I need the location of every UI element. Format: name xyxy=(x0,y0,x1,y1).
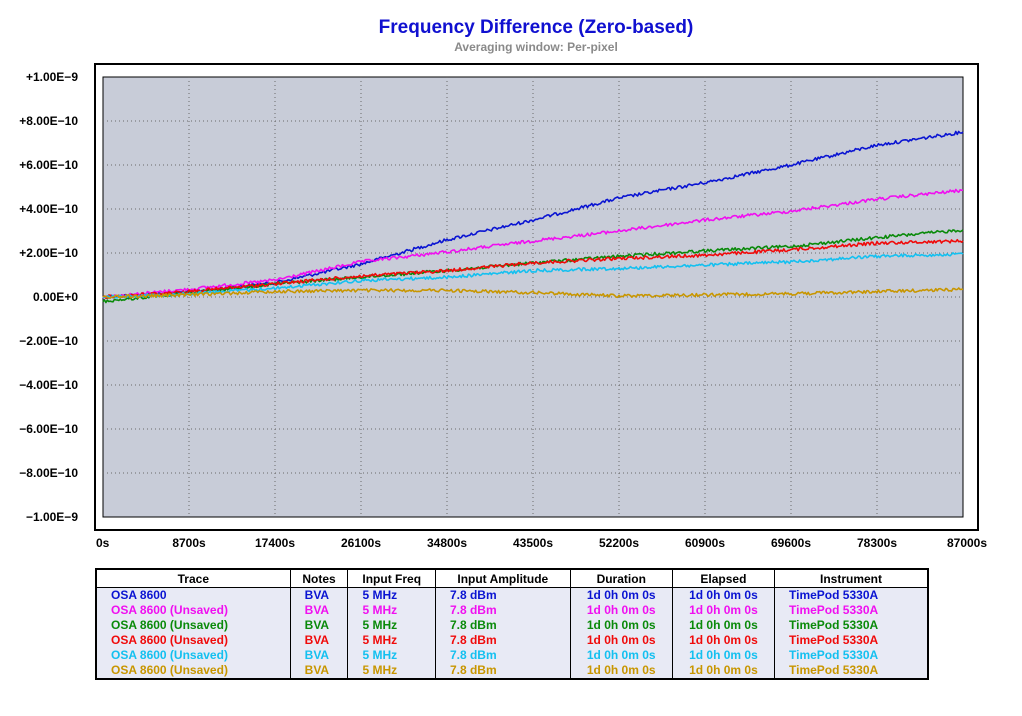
table-cell: 5 MHz xyxy=(347,587,436,603)
x-tick-label: 60900s xyxy=(685,536,725,550)
table-cell: TimePod 5330A xyxy=(774,633,929,648)
series-line-1 xyxy=(102,188,964,299)
table-cell: 5 MHz xyxy=(347,633,436,648)
table-row[interactable]: OSA 8600 BVA 5 MHz 7.8 dBm 1d 0h 0m 0s 1d 0h … xyxy=(95,587,929,603)
x-axis: 0s 8700s 17400s 26100s 34800s 43500s 52200s 609… xyxy=(96,536,987,550)
chart-canvas: +1.00E−9 +8.00E−10 +6.00E−10 +4.00E−10 +2.00… xyxy=(19,63,987,550)
chart-title: Frequency Difference (Zero-based) xyxy=(378,17,694,38)
table-row[interactable]: OSA 8600 (Unsaved) BVA 5 MHz 7.8 dBm 1d 0h 0… xyxy=(95,663,929,679)
chart-subtitle: Averaging window: Per-pixel xyxy=(454,40,618,54)
table-cell: 7.8 dBm xyxy=(434,618,571,633)
y-tick-label: −6.00E−10 xyxy=(19,422,78,436)
table-cell: 1d 0h 0m 0s xyxy=(671,633,776,648)
y-axis: +1.00E−9 +8.00E−10 +6.00E−10 +4.00E−10 +2.00… xyxy=(19,70,78,524)
table-cell: BVA xyxy=(289,633,349,648)
table-cell: 1d 0h 0m 0s xyxy=(671,618,776,633)
table-cell: BVA xyxy=(289,648,349,663)
x-tick-label: 0s xyxy=(96,536,110,550)
series-group xyxy=(102,130,964,304)
table-cell: BVA xyxy=(289,603,349,618)
table-cell: 1d 0h 0m 0s xyxy=(569,663,673,679)
y-tick-label: +8.00E−10 xyxy=(19,114,78,128)
table-cell: BVA xyxy=(289,587,349,603)
table-cell: OSA 8600 (Unsaved) xyxy=(95,663,291,679)
table-cell: 1d 0h 0m 0s xyxy=(569,633,673,648)
trace-table: Trace Notes Input Freq Input Amplitude Durat… xyxy=(95,568,929,680)
table-cell: OSA 8600 (Unsaved) xyxy=(95,633,291,648)
table-cell: 5 MHz xyxy=(347,618,436,633)
table-cell: 1d 0h 0m 0s xyxy=(671,663,776,679)
table-cell: BVA xyxy=(289,663,349,679)
table-cell: 5 MHz xyxy=(347,648,436,663)
y-tick-label: −4.00E−10 xyxy=(19,378,78,392)
x-tick-label: 34800s xyxy=(427,536,467,550)
table-cell: TimePod 5330A xyxy=(774,587,929,603)
table-cell: 1d 0h 0m 0s xyxy=(671,648,776,663)
table-row[interactable]: OSA 8600 (Unsaved) BVA 5 MHz 7.8 dBm 1d 0h 0… xyxy=(95,648,929,663)
table-cell: OSA 8600 (Unsaved) xyxy=(95,618,291,633)
table-cell: 7.8 dBm xyxy=(434,663,571,679)
y-tick-label: −1.00E−9 xyxy=(26,510,78,524)
y-tick-label: +1.00E−9 xyxy=(26,70,78,84)
x-tick-label: 17400s xyxy=(255,536,295,550)
table-cell: 1d 0h 0m 0s xyxy=(569,618,673,633)
series-line-5 xyxy=(102,287,963,300)
grid xyxy=(103,77,963,517)
table-cell: 1d 0h 0m 0s xyxy=(569,603,673,618)
table-cell: TimePod 5330A xyxy=(774,663,929,679)
y-tick-label: +6.00E−10 xyxy=(19,158,78,172)
table-cell: 7.8 dBm xyxy=(434,603,571,618)
table-cell: 1d 0h 0m 0s xyxy=(569,587,673,603)
x-tick-label: 69600s xyxy=(771,536,811,550)
table-cell: 7.8 dBm xyxy=(434,587,571,603)
table-cell: 5 MHz xyxy=(347,663,436,679)
x-tick-label: 26100s xyxy=(341,536,381,550)
table-cell: 1d 0h 0m 0s xyxy=(671,587,776,603)
table-cell: OSA 8600 xyxy=(95,587,291,603)
table-header-row: Trace Notes Input Freq Input Amplitude Durat… xyxy=(95,568,929,588)
series-line-4 xyxy=(102,252,964,300)
table-row[interactable]: OSA 8600 (Unsaved) BVA 5 MHz 7.8 dBm 1d 0h 0… xyxy=(95,618,929,633)
x-tick-label: 87000s xyxy=(947,536,987,550)
column-header: Trace xyxy=(95,568,291,588)
table-cell: 5 MHz xyxy=(347,603,436,618)
series-line-3 xyxy=(102,238,964,300)
table-cell: TimePod 5330A xyxy=(774,648,929,663)
x-tick-label: 8700s xyxy=(172,536,206,550)
x-tick-label: 43500s xyxy=(513,536,553,550)
y-tick-label: −2.00E−10 xyxy=(19,334,78,348)
column-header: Duration xyxy=(569,568,673,588)
y-tick-label: −8.00E−10 xyxy=(19,466,78,480)
column-header: Notes xyxy=(289,568,349,588)
table-cell: OSA 8600 (Unsaved) xyxy=(95,648,291,663)
table-cell: 1d 0h 0m 0s xyxy=(671,603,776,618)
table-row[interactable]: OSA 8600 (Unsaved) BVA 5 MHz 7.8 dBm 1d 0h 0… xyxy=(95,633,929,648)
table-cell: 7.8 dBm xyxy=(434,633,571,648)
table-cell: OSA 8600 (Unsaved) xyxy=(95,603,291,618)
table-cell: TimePod 5330A xyxy=(774,603,929,618)
table-row[interactable]: OSA 8600 (Unsaved) BVA 5 MHz 7.8 dBm 1d 0h 0… xyxy=(95,603,929,618)
column-header: Instrument xyxy=(774,568,929,588)
column-header: Elapsed xyxy=(671,568,776,588)
column-header: Input Freq xyxy=(347,568,436,588)
table-body: OSA 8600 BVA 5 MHz 7.8 dBm 1d 0h 0m 0s 1d 0h … xyxy=(95,587,929,679)
y-tick-label: +2.00E−10 xyxy=(19,246,78,260)
x-tick-label: 78300s xyxy=(857,536,897,550)
table-cell: BVA xyxy=(289,618,349,633)
y-tick-label: +4.00E−10 xyxy=(19,202,78,216)
x-tick-label: 52200s xyxy=(599,536,639,550)
column-header: Input Amplitude xyxy=(434,568,571,588)
table-cell: 7.8 dBm xyxy=(434,648,571,663)
table-cell: 1d 0h 0m 0s xyxy=(569,648,673,663)
table-cell: TimePod 5330A xyxy=(774,618,929,633)
y-tick-label: 0.00E+0 xyxy=(33,290,78,304)
